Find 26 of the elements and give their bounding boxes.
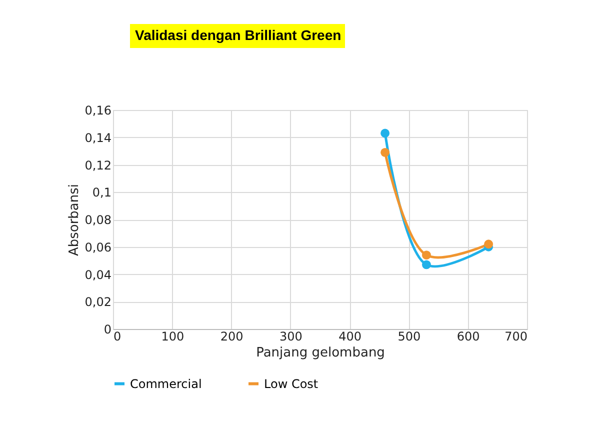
point: [422, 250, 431, 260]
point: [422, 260, 431, 270]
chart-title: Validasi dengan Brilliant Green: [135, 27, 342, 43]
x-tick-label: 400: [338, 330, 362, 344]
point: [484, 240, 494, 249]
x-tick-label: 300: [279, 330, 302, 344]
x-tick-label: 0: [114, 330, 122, 344]
legend-label: Commercial: [130, 376, 202, 391]
x-tick-label: 100: [161, 330, 184, 344]
y-axis-title: Absorbansi: [66, 184, 82, 256]
x-axis-title: Panjang gelombang: [256, 346, 385, 360]
y-tick-label: 0,02: [84, 295, 112, 310]
y-tick-label: 0,14: [84, 130, 112, 145]
x-tick-label: 200: [220, 330, 244, 344]
y-tick-label: 0,12: [84, 158, 112, 172]
y-tick-label: 0,06: [84, 240, 112, 254]
x-tick-label: 500: [398, 330, 421, 344]
legend-label: Low Cost: [264, 376, 318, 391]
x-tick-label: 700: [504, 330, 528, 344]
point: [380, 128, 390, 138]
y-tick-label: 0,16: [84, 104, 112, 118]
y-tick-label: 0,08: [84, 213, 112, 227]
y-tick-label: 0,04: [84, 268, 112, 282]
point: [380, 148, 390, 157]
y-tick-label: 0,1: [92, 186, 112, 200]
x-tick-label: 600: [456, 330, 480, 344]
